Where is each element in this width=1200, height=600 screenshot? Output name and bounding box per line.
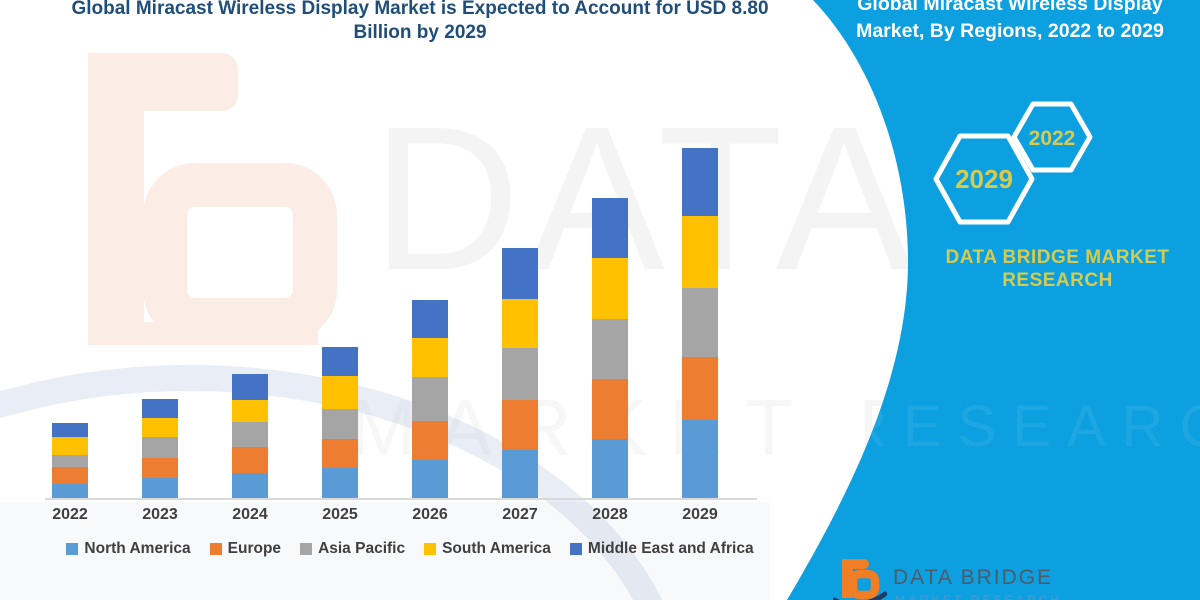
bar-segment-2026-europe (412, 421, 448, 460)
chart-title-line2: Billion by 2029 (353, 21, 487, 43)
bar-segment-2026-middle-east-and-africa (412, 299, 448, 338)
bar-segment-2023-north-america (142, 478, 178, 498)
watermark-bottom-band (0, 502, 770, 600)
bar-segment-2023-south-america (142, 417, 178, 438)
bar-segment-2028-asia-pacific (592, 318, 628, 380)
legend-swatch-south-america (424, 543, 437, 555)
watermark-logo-b (88, 53, 337, 345)
legend-item-middle-east-and-africa: Middle East and Africa (569, 540, 754, 558)
bar-segment-2028-south-america (592, 258, 628, 319)
bar-segment-2023-asia-pacific (142, 437, 178, 459)
bar-segment-2025-south-america (322, 376, 358, 410)
bar-segment-2029-asia-pacific (682, 288, 718, 357)
bar-segment-2028-middle-east-and-africa (592, 197, 628, 259)
bar-segment-2026-north-america (412, 459, 448, 498)
brand-tagline: DATA BRIDGE MARKET RESEARCH (945, 247, 1170, 291)
legend-item-north-america: North America (66, 540, 191, 558)
x-axis-label-2027: 2027 (502, 506, 538, 523)
watermark-blue-ghost-text: RESEARCH (845, 394, 1200, 459)
legend-item-europe: Europe (209, 540, 282, 558)
legend-label-europe: Europe (227, 540, 282, 557)
year-badges: 2029 2022 (933, 101, 1093, 225)
panel-heading-line2: Market, By Regions, 2022 to 2029 (856, 20, 1164, 42)
legend-label-north-america: North America (84, 540, 191, 557)
bar-segment-2024-north-america (232, 473, 268, 498)
panel-heading-line1: Global Miracast Wireless Display (857, 0, 1163, 15)
hexagon-2029-label: 2029 (955, 164, 1013, 194)
bar-segment-2029-south-america (682, 216, 718, 289)
bar-2029: 2029 (682, 95, 718, 523)
bar-segment-2028-north-america (592, 439, 628, 498)
bar-segment-2022-asia-pacific (52, 454, 88, 468)
logo-subtitle: MARKET RESEARCH (895, 593, 1063, 600)
databridge-logo-mark (833, 559, 887, 600)
bar-segment-2025-europe (322, 438, 358, 469)
bar-segment-2026-asia-pacific (412, 377, 448, 422)
bar-2027: 2027 (502, 95, 538, 523)
logo-swoosh (833, 591, 887, 600)
legend-label-south-america: South America (442, 540, 551, 557)
chart-legend: North America Europe Asia Pacific South Ame… (30, 540, 790, 558)
x-axis-label-2025: 2025 (322, 506, 358, 523)
bar-segment-2027-middle-east-and-africa (502, 248, 538, 300)
bar-segment-2022-north-america (52, 484, 88, 498)
x-axis-label-2024: 2024 (232, 506, 268, 523)
bar-segment-2023-europe (142, 458, 178, 479)
bar-segment-2022-europe (52, 467, 88, 485)
hexagon-2022 (1011, 101, 1093, 173)
bar-segment-2029-north-america (682, 420, 718, 498)
bar-segment-2028-europe (592, 379, 628, 440)
legend-swatch-asia-pacific (300, 543, 313, 555)
chart-title: Global Miracast Wireless Display Market … (15, 0, 825, 44)
bar-2025: 2025 (322, 95, 358, 523)
databridge-logo: DATA BRIDGE MARKET RESEARCH (833, 556, 1163, 600)
bar-2022: 2022 (52, 95, 88, 523)
bar-2028: 2028 (592, 95, 628, 523)
bar-segment-2025-asia-pacific (322, 409, 358, 439)
legend-swatch-europe (209, 543, 222, 555)
bar-segment-2022-middle-east-and-africa (52, 422, 88, 438)
legend-swatch-north-america (66, 543, 79, 555)
bar-segment-2026-south-america (412, 337, 448, 378)
hexagon-2029 (933, 133, 1035, 225)
logo-name: DATA BRIDGE (893, 566, 1054, 589)
bar-2023: 2023 (142, 95, 178, 523)
bar-segment-2025-north-america (322, 468, 358, 498)
bar-segment-2029-middle-east-and-africa (682, 148, 718, 217)
bar-segment-2025-middle-east-and-africa (322, 347, 358, 377)
legend-label-asia-pacific: Asia Pacific (318, 540, 406, 557)
legend-item-south-america: South America (424, 540, 551, 558)
bar-segment-2027-asia-pacific (502, 348, 538, 400)
bar-segment-2027-europe (502, 399, 538, 450)
bar-segment-2022-south-america (52, 437, 88, 455)
chart-plot-area: 2022 2023 2024 2025 2026 2027 2028 2029 (45, 95, 757, 523)
x-axis-label-2022: 2022 (52, 506, 88, 523)
legend-label-middle-east-and-africa: Middle East and Africa (587, 540, 754, 557)
chart-title-line1: Global Miracast Wireless Display Market … (71, 0, 769, 19)
bar-segment-2027-south-america (502, 299, 538, 349)
legend-item-asia-pacific: Asia Pacific (300, 540, 405, 558)
x-axis-label-2028: 2028 (592, 506, 628, 523)
x-axis-label-2026: 2026 (412, 506, 448, 523)
hexagon-2022-label: 2022 (1029, 127, 1076, 150)
bar-2024: 2024 (232, 95, 268, 523)
x-axis-label-2023: 2023 (142, 506, 178, 523)
bar-segment-2023-middle-east-and-africa (142, 399, 178, 418)
bar-segment-2024-south-america (232, 399, 268, 423)
bar-segment-2024-asia-pacific (232, 422, 268, 447)
x-axis-label-2029: 2029 (682, 506, 718, 523)
bar-2026: 2026 (412, 95, 448, 523)
bar-segment-2029-europe (682, 356, 718, 421)
bar-segment-2027-north-america (502, 449, 538, 498)
bar-segment-2024-europe (232, 446, 268, 474)
panel-heading: Global Miracast Wireless Display Market,… (825, 0, 1195, 45)
legend-swatch-middle-east-and-africa (569, 543, 582, 555)
bar-segment-2024-middle-east-and-africa (232, 373, 268, 400)
